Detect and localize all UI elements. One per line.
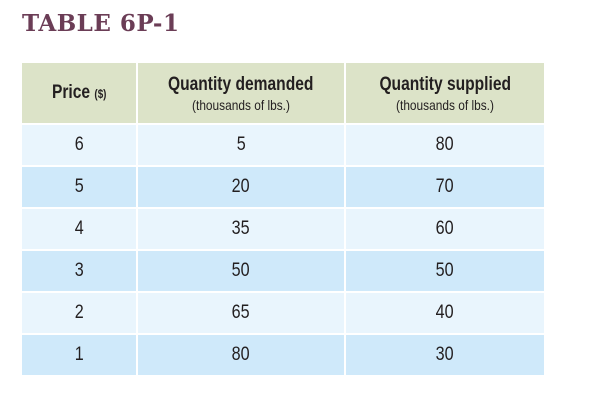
price-cell: 3	[20, 249, 138, 293]
header-row: Price ($) Quantity demanded (thousands o…	[20, 61, 546, 125]
quantity-supplied-cell: 50	[344, 249, 546, 293]
table-row: 3 50 50	[20, 249, 546, 293]
table-row: 4 35 60	[20, 207, 546, 251]
quantity-demanded-cell: 80	[136, 333, 346, 377]
quantity-supplied-cell: 60	[344, 207, 546, 251]
table-title: TABLE 6P-1	[22, 10, 180, 37]
price-cell: 1	[20, 333, 138, 377]
header-quantity-supplied: Quantity supplied (thousands of lbs.)	[344, 61, 546, 125]
quantity-supplied-cell: 30	[344, 333, 546, 377]
price-cell: 6	[20, 123, 138, 167]
table-row: 5 20 70	[20, 165, 546, 209]
table-row: 2 65 40	[20, 291, 546, 335]
quantity-demanded-cell: 20	[136, 165, 346, 209]
quantity-demanded-cell: 5	[136, 123, 346, 167]
table-row: 1 80 30	[20, 333, 546, 377]
header-quantity-demanded: Quantity demanded (thousands of lbs.)	[136, 61, 346, 125]
quantity-supplied-cell: 80	[344, 123, 546, 167]
table-row: 6 5 80	[20, 123, 546, 167]
price-cell: 5	[20, 165, 138, 209]
quantity-demanded-cell: 65	[136, 291, 346, 335]
quantity-demanded-cell: 35	[136, 207, 346, 251]
quantity-demanded-cell: 50	[136, 249, 346, 293]
supply-demand-table: Price ($) Quantity demanded (thousands o…	[20, 61, 546, 377]
quantity-supplied-cell: 40	[344, 291, 546, 335]
quantity-supplied-cell: 70	[344, 165, 546, 209]
price-cell: 4	[20, 207, 138, 251]
header-price: Price ($)	[20, 61, 138, 125]
price-cell: 2	[20, 291, 138, 335]
